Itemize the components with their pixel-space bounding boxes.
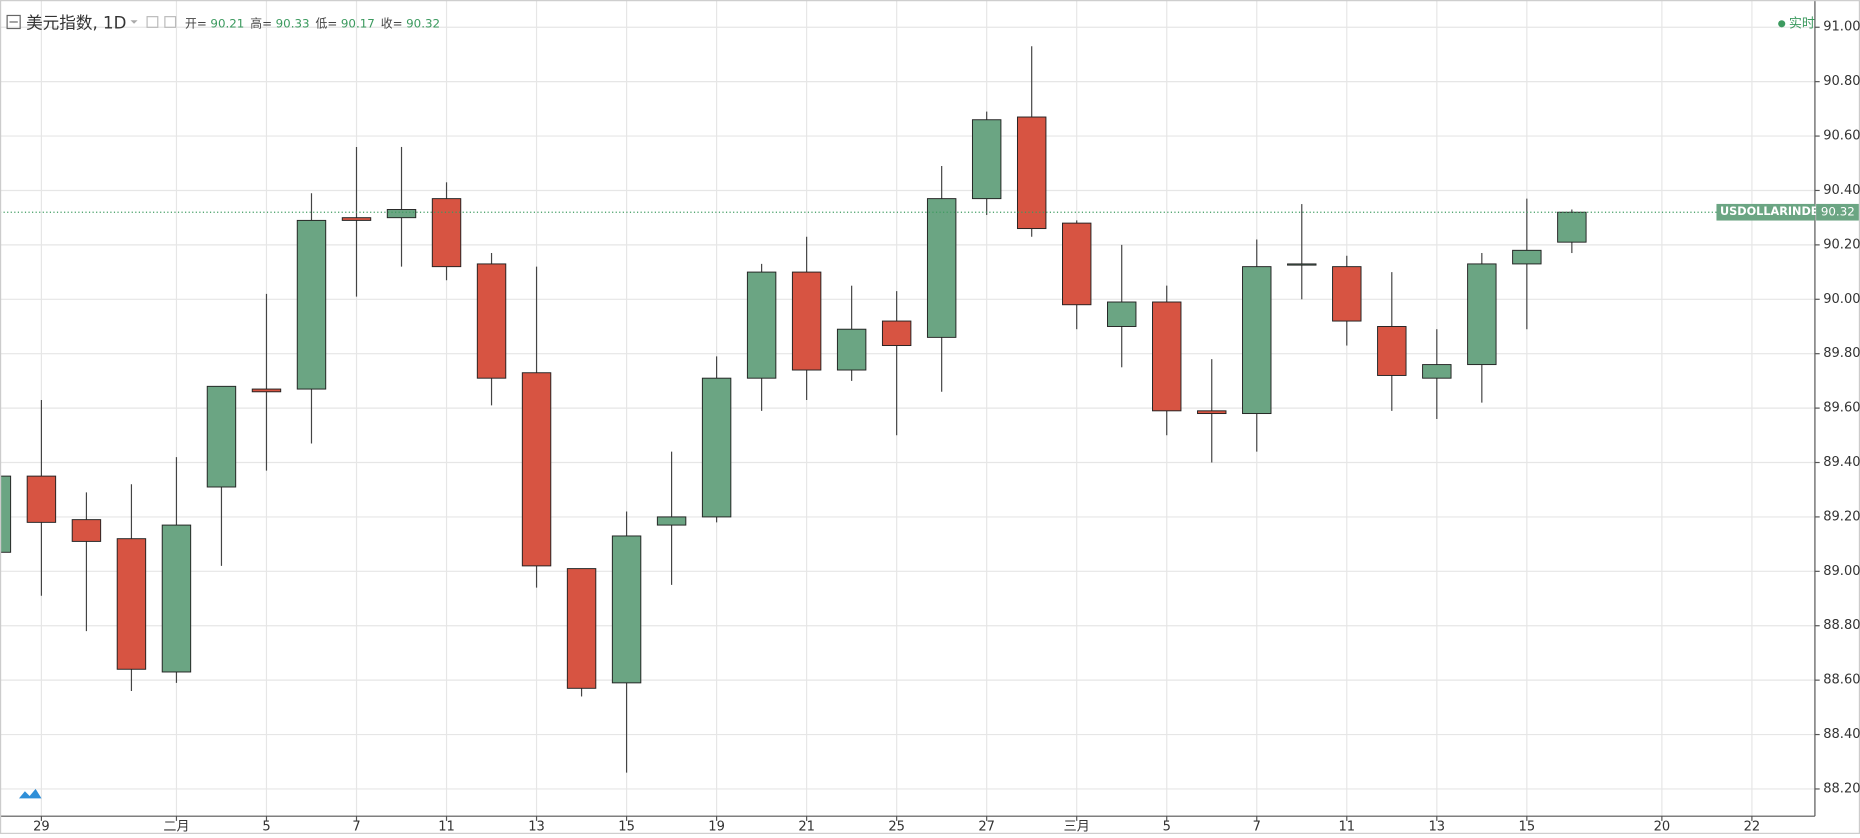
candle-body — [971, 119, 1002, 200]
candle-body — [611, 535, 642, 684]
y-tick-label: 89.60 — [1823, 401, 1860, 416]
y-tick-label: 89.40 — [1823, 455, 1860, 470]
labels: 88.20 88.40 88.60 88.80 89.00 89.20 89.40 89.60… — [33, 20, 1860, 835]
collapse-button[interactable] — [6, 14, 21, 30]
status-dot — [1778, 20, 1786, 28]
interval-dropdown[interactable] — [130, 20, 138, 24]
candle-body — [0, 475, 12, 553]
status: 实时 — [1789, 16, 1815, 31]
candle-body — [161, 524, 192, 673]
logo — [18, 788, 42, 799]
settings-button[interactable] — [164, 16, 177, 28]
ohlc-header: 开= 90.21 高= 90.33 低= 90.17 收= 90.32 — [185, 16, 440, 30]
candle-body — [1152, 301, 1182, 412]
candle-body — [1287, 263, 1317, 266]
x-tick-label: 27 — [978, 819, 995, 834]
x-tick-label: 11 — [438, 819, 455, 834]
candle-body — [1557, 211, 1587, 243]
y-tick-label: 88.20 — [1823, 781, 1860, 796]
ohlc-value: 90.21 — [210, 16, 244, 30]
candles — [0, 46, 1815, 773]
y-tick-label: 90.00 — [1823, 292, 1860, 307]
candle-body — [1062, 222, 1092, 306]
candle-body — [701, 377, 732, 518]
candle-body — [1377, 326, 1407, 376]
candle-body — [1332, 266, 1362, 322]
ohlc-label: 收= — [381, 16, 403, 30]
x-tick-label: 5 — [262, 819, 270, 834]
candle-body — [746, 271, 777, 379]
candle-body — [566, 568, 597, 689]
ohlc-value: 90.32 — [406, 16, 440, 30]
candle-body — [881, 320, 912, 347]
x-tick-label: 15 — [1519, 819, 1536, 834]
candle-body — [1242, 266, 1272, 415]
x-tick-label: 13 — [1429, 819, 1446, 834]
candle-body — [71, 519, 102, 542]
candle-body — [791, 271, 822, 371]
x-tick-label: 7 — [1253, 819, 1261, 834]
x-tick-label: 25 — [888, 819, 905, 834]
candle-body — [1467, 263, 1497, 366]
candle-body — [1197, 410, 1227, 415]
x-tick-label: 21 — [798, 819, 815, 834]
y-tick-label: 89.00 — [1823, 564, 1860, 579]
y-tick-label: 89.20 — [1823, 509, 1860, 524]
candle-body — [926, 198, 957, 338]
candle-body — [656, 516, 687, 526]
eye-button[interactable] — [146, 16, 159, 28]
ohlc-value: 90.33 — [276, 16, 310, 30]
y-tick-label: 89.80 — [1823, 346, 1860, 361]
x-tick-label: 三月 — [1064, 819, 1090, 834]
x-tick-label: 29 — [33, 819, 50, 834]
ohlc-label: 低= — [316, 16, 338, 30]
price-tag — [1816, 203, 1859, 221]
x-tick-label: 22 — [1744, 819, 1761, 834]
candle-body — [836, 328, 867, 371]
x-tick-label: 13 — [528, 819, 545, 834]
x-tick-label: 7 — [352, 819, 360, 834]
chart-title: 美元指数, 1D — [26, 13, 126, 32]
candle-body — [431, 198, 462, 268]
candle-body — [206, 385, 237, 488]
y-tick-label: 90.60 — [1823, 129, 1860, 144]
symbol-tag — [1716, 203, 1815, 221]
x-tick-label: 11 — [1338, 819, 1355, 834]
y-tick-label: 88.40 — [1823, 727, 1860, 742]
candle-body — [341, 217, 372, 221]
x-tick-label: 二月 — [163, 819, 189, 834]
ohlc-label: 开= — [185, 16, 207, 30]
candle-body — [386, 209, 417, 219]
ohlc-label: 高= — [250, 16, 272, 30]
candle-body — [1512, 249, 1542, 265]
y-tick-label: 88.60 — [1823, 673, 1860, 688]
candle-body — [521, 372, 552, 567]
y-tick-label: 90.80 — [1823, 74, 1860, 89]
y-tick-label: 88.80 — [1823, 618, 1860, 633]
candle-body — [116, 538, 147, 670]
y-tick-label: 90.40 — [1823, 183, 1860, 198]
candle-body — [26, 475, 57, 523]
symbol-label: USDOLLARINDEX — [1720, 205, 1827, 218]
x-tick-label: 5 — [1163, 819, 1171, 834]
candle-body — [251, 388, 282, 393]
candle-body — [1422, 364, 1452, 379]
y-tick-label: 91.00 — [1823, 20, 1860, 35]
x-tick-label: 19 — [708, 819, 725, 834]
y-tick-label: 90.20 — [1823, 237, 1860, 252]
candle-body — [1016, 116, 1047, 230]
x-tick-label: 15 — [618, 819, 635, 834]
price-label: 90.32 — [1821, 205, 1855, 219]
candle-body — [476, 263, 507, 379]
ohlc-value: 90.17 — [341, 16, 375, 30]
candle-body — [296, 219, 327, 390]
x-tick-label: 20 — [1654, 819, 1671, 834]
candle-body — [1107, 301, 1137, 327]
